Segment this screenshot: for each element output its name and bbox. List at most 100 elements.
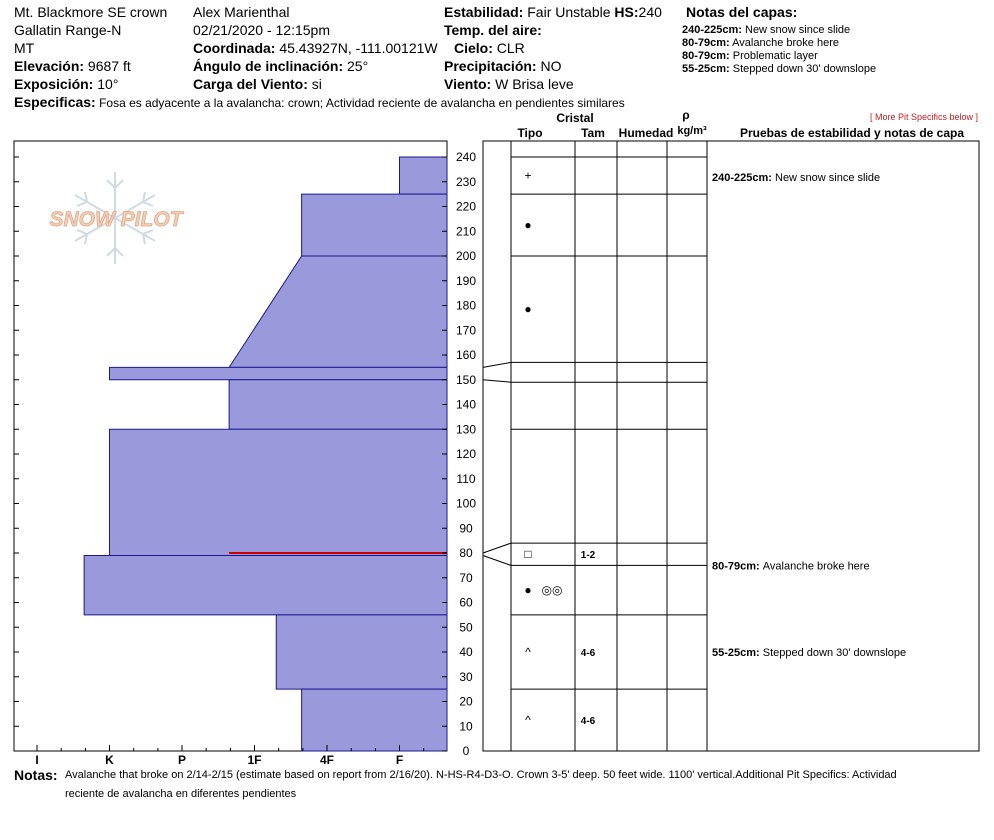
sky-value: CLR xyxy=(496,40,525,56)
notes-line-2: reciente de avalancha en diferentes pend… xyxy=(65,788,297,800)
hardness-layer-bar xyxy=(399,156,448,195)
observer-name: Alex Marienthal xyxy=(193,4,290,20)
air-temp-label: Temp. del aire: xyxy=(444,22,542,38)
precipitation: Precipitación: NO xyxy=(444,57,561,75)
depth-tick-label: 240 xyxy=(456,150,476,164)
crystal-header: Cristal xyxy=(556,111,593,125)
coordinates: Coordinada: 45.43927N, -111.00121W xyxy=(193,39,438,57)
elevation-value: 9687 ft xyxy=(87,58,131,74)
depth-connector-line xyxy=(482,555,512,566)
depth-tick-label: 120 xyxy=(456,447,476,461)
pit-specifics: Especificas: Fosa es adyacente a la aval… xyxy=(14,95,625,110)
layer-notes-list: 240-225cm: New snow since slide 80-79cm:… xyxy=(682,24,876,76)
layer-note: 55-25cm: Stepped down 30' downslope xyxy=(682,63,877,75)
grain-type-symbol: ◎◎ xyxy=(542,583,563,597)
depth-tick-label: 100 xyxy=(456,497,476,511)
hardness-tick-label: K xyxy=(105,753,114,767)
aspect: Exposición: 10° xyxy=(14,75,118,93)
depth-tick-label: 60 xyxy=(459,596,473,610)
hardness-tick-label: F xyxy=(396,753,403,767)
depth-tick-label: 190 xyxy=(456,274,476,288)
hardness-tick-label: P xyxy=(178,753,186,767)
layer-notes-title: Notas del capas: xyxy=(686,4,798,20)
hardness-layer-bar xyxy=(228,255,448,368)
depth-tick-label: 140 xyxy=(456,398,476,412)
slope-angle-label: Ángulo de inclinación: xyxy=(193,58,344,74)
notes-line-1: Avalanche that broke on 2/14-2/15 (estim… xyxy=(65,769,897,781)
grain-size-label: 4-6 xyxy=(581,648,596,659)
wind-loading-value: si xyxy=(311,76,322,92)
depth-tick-label: 20 xyxy=(459,695,473,709)
depth-tick-label: 160 xyxy=(456,348,476,362)
range-name: Gallatin Range-N xyxy=(14,22,122,38)
depth-tick-label: 210 xyxy=(456,224,476,238)
stability-tests-header: Pruebas de estabilidad y notas de capa xyxy=(740,126,964,140)
depth-connector-line xyxy=(482,379,512,383)
wind-value: W Brisa leve xyxy=(495,76,574,92)
sky-label: Cielo: xyxy=(454,40,493,56)
layer-test-note: 240-225cm: New snow since slide xyxy=(712,172,880,184)
grain-size-label: 4-6 xyxy=(581,716,596,727)
depth-tick-label: 70 xyxy=(459,571,473,585)
snowpilot-logo: SNOW PILOT xyxy=(49,172,185,264)
elevation: Elevación: 9687 ft xyxy=(14,57,131,75)
precipitation-label: Precipitación: xyxy=(444,58,537,74)
depth-tick-label: 110 xyxy=(456,472,475,486)
depth-tick-label: 50 xyxy=(459,620,473,634)
depth-connector-line xyxy=(482,542,512,554)
depth-tick-label: 200 xyxy=(456,249,476,263)
layer-test-note: 55-25cm: Stepped down 30' downslope xyxy=(712,647,906,659)
stability: Estabilidad: Fair Unstable HS:240 xyxy=(444,3,662,21)
layer-note: 240-225cm: New snow since slide xyxy=(682,24,851,36)
pit-specifics-label: Especificas: xyxy=(14,94,96,110)
hardness-tick-label: I xyxy=(35,753,38,767)
wind-label: Viento: xyxy=(444,76,492,92)
observation-datetime: 02/21/2020 - 12:15pm xyxy=(193,22,330,38)
stability-label: Estabilidad: xyxy=(444,4,524,20)
depth-tick-label: 150 xyxy=(456,373,476,387)
grain-type-symbol: ● xyxy=(524,218,531,232)
hs-value: 240 xyxy=(638,4,662,20)
grain-size-label: 1-2 xyxy=(581,550,596,561)
hardness-layer-bar xyxy=(109,428,448,556)
precipitation-value: NO xyxy=(540,58,562,74)
depth-tick-label: 220 xyxy=(456,200,476,214)
state-name: MT xyxy=(14,40,35,56)
slope-angle: Ángulo de inclinación: 25° xyxy=(193,57,368,75)
hardness-layer-bar xyxy=(301,688,448,752)
hs-label: HS: xyxy=(614,4,639,20)
hardness-layer-bar xyxy=(301,193,448,257)
coordinates-label: Coordinada: xyxy=(193,40,276,56)
layer-test-note: 80-79cm: Avalanche broke here xyxy=(712,560,870,572)
more-pit-specifics-link[interactable]: [ More Pit Specifics below ] xyxy=(870,112,979,122)
layer-table-frame xyxy=(482,140,980,752)
depth-tick-label: 170 xyxy=(456,323,476,337)
depth-tick-label: 130 xyxy=(456,422,476,436)
density-unit-header: kg/m³ xyxy=(677,125,707,137)
wind-loading-label: Carga del Viento: xyxy=(193,76,308,92)
depth-connector-line xyxy=(482,361,512,368)
coordinates-value: 45.43927N, -111.00121W xyxy=(279,40,438,56)
wind: Viento: W Brisa leve xyxy=(444,75,574,93)
location-name: Mt. Blackmore SE crown xyxy=(14,4,168,20)
grain-type-symbol: □ xyxy=(524,547,531,561)
layer-note: 80-79cm: Problematic layer xyxy=(682,50,818,62)
grain-type-symbol: ^ xyxy=(525,713,531,727)
logo-text: SNOW PILOT xyxy=(50,208,185,231)
aspect-value: 10° xyxy=(97,76,119,92)
hardness-layer-bar xyxy=(109,366,448,381)
moisture-header: Humedad xyxy=(619,126,674,140)
depth-tick-label: 30 xyxy=(459,670,473,684)
layer-note: 80-79cm: Avalanche broke here xyxy=(682,37,839,49)
hardness-layer-bar xyxy=(275,614,448,690)
aspect-label: Exposición: xyxy=(14,76,94,92)
depth-tick-label: 230 xyxy=(456,175,476,189)
grain-type-symbol: + xyxy=(524,169,531,183)
hardness-layer-bar xyxy=(83,554,448,616)
depth-tick-label: 40 xyxy=(459,645,473,659)
notes: Notas: xyxy=(14,767,58,785)
sky: Cielo: CLR xyxy=(454,39,525,57)
depth-tick-label: 80 xyxy=(459,546,473,560)
depth-tick-label: 10 xyxy=(459,719,473,733)
